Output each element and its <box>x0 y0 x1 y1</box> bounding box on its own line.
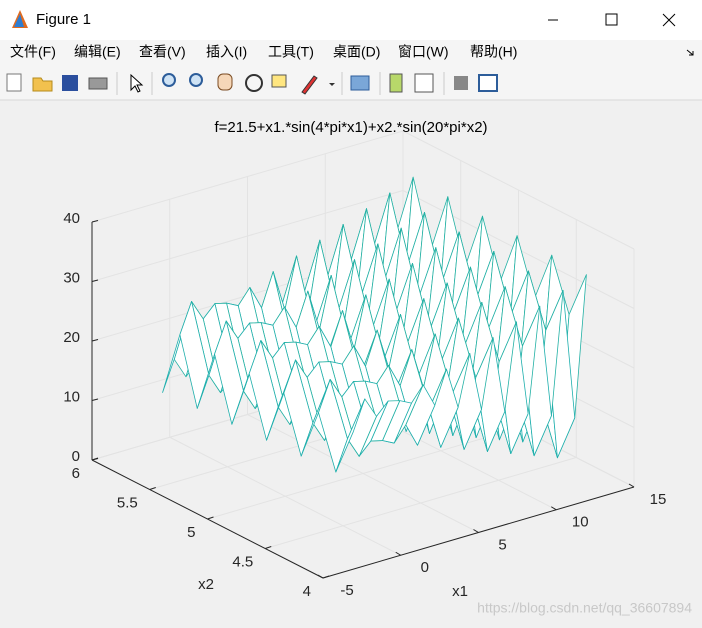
y-tick <box>322 575 330 579</box>
select-icon[interactable] <box>130 73 144 93</box>
y-tick-label: 4 <box>303 583 311 600</box>
y-tick-label: 5.5 <box>117 494 138 511</box>
x-tick-label: 10 <box>572 514 589 531</box>
z-tick-label: 40 <box>63 210 80 227</box>
x-tick <box>628 483 635 488</box>
dock-icon[interactable] <box>478 74 498 92</box>
y-tick <box>149 487 156 490</box>
new-icon[interactable] <box>6 73 22 92</box>
grid-line <box>265 457 577 549</box>
title-bar <box>0 0 702 40</box>
z-tick-label: 0 <box>72 448 80 465</box>
menu-item[interactable]: 窗口(W) <box>398 44 449 60</box>
toolbar-icons <box>6 72 498 95</box>
y-axis-label: x2 <box>198 576 214 593</box>
colorbar-icon[interactable] <box>389 73 403 93</box>
menu-bar <box>0 40 702 66</box>
zoom-in-icon[interactable] <box>162 73 176 87</box>
rotate-icon[interactable] <box>245 74 263 92</box>
brush-icon[interactable] <box>301 75 318 95</box>
menu-item[interactable]: 查看(V) <box>139 44 186 60</box>
z-tick-label: 10 <box>63 388 80 405</box>
menu-item[interactable]: 文件(F) <box>10 44 56 60</box>
close-button[interactable] <box>662 13 676 27</box>
z-tick <box>91 220 99 223</box>
y-tick-label: 5 <box>187 524 195 541</box>
y-tick <box>265 546 272 549</box>
watermark: https://blog.csdn.net/qq_36607894 <box>477 600 692 616</box>
menu-item[interactable]: 帮助(H) <box>470 44 517 60</box>
grid-line <box>91 130 404 223</box>
x-tick-label: 15 <box>650 491 667 508</box>
axes: 0 10 20 30 40 -5 0 5 10 15 4 4.5 5 5.5 6 <box>63 130 667 600</box>
x-tick <box>550 506 557 511</box>
maximize-button[interactable] <box>605 13 618 26</box>
app-icon <box>12 10 28 28</box>
menu-item[interactable]: 编辑(E) <box>74 44 121 60</box>
datacursor-icon[interactable] <box>271 74 287 88</box>
save-icon[interactable] <box>62 75 78 91</box>
grid-line <box>91 190 404 282</box>
x-tick <box>395 551 402 556</box>
x-tick <box>473 529 479 533</box>
open-icon[interactable] <box>32 77 53 92</box>
x-tick <box>317 574 324 579</box>
z-tick-label: 30 <box>63 269 80 286</box>
menu-item[interactable]: 桌面(D) <box>333 44 380 60</box>
x-axis-label: x1 <box>452 583 468 600</box>
pan-icon[interactable] <box>217 73 233 91</box>
link-icon[interactable] <box>350 75 370 91</box>
y-tick <box>91 457 99 461</box>
print-icon[interactable] <box>88 77 108 90</box>
mesh-cell <box>335 398 366 473</box>
menu-item[interactable]: 工具(T) <box>268 44 314 60</box>
zoom-out-icon[interactable] <box>189 73 203 87</box>
z-tick <box>91 398 99 401</box>
x-tick-label: -5 <box>340 582 353 599</box>
window-title: Figure 1 <box>36 11 91 28</box>
menu-dock-arrow[interactable] <box>686 49 694 56</box>
chart-title: f=21.5+x1.*sin(4*pi*x1)+x2.*sin(20*pi*x2… <box>214 119 487 136</box>
x-tick-label: 0 <box>421 559 429 576</box>
menu-items: 文件(F) 编辑(E) 查看(V) 插入(I) 工具(T) 桌面(D) 窗口(W) 帮助(H) <box>10 44 517 60</box>
z-tick <box>91 339 99 342</box>
y-tick <box>207 516 214 520</box>
grid-line <box>402 130 635 250</box>
menu-item[interactable]: 插入(I) <box>206 44 247 60</box>
y-tick-label: 4.5 <box>232 553 253 570</box>
z-tick <box>91 279 99 282</box>
y-tick-label: 6 <box>72 465 80 482</box>
hide-tools-icon[interactable] <box>454 76 468 90</box>
z-tick-label: 20 <box>63 329 80 346</box>
x-tick-label: 5 <box>498 536 506 553</box>
legend-icon[interactable] <box>414 73 434 93</box>
